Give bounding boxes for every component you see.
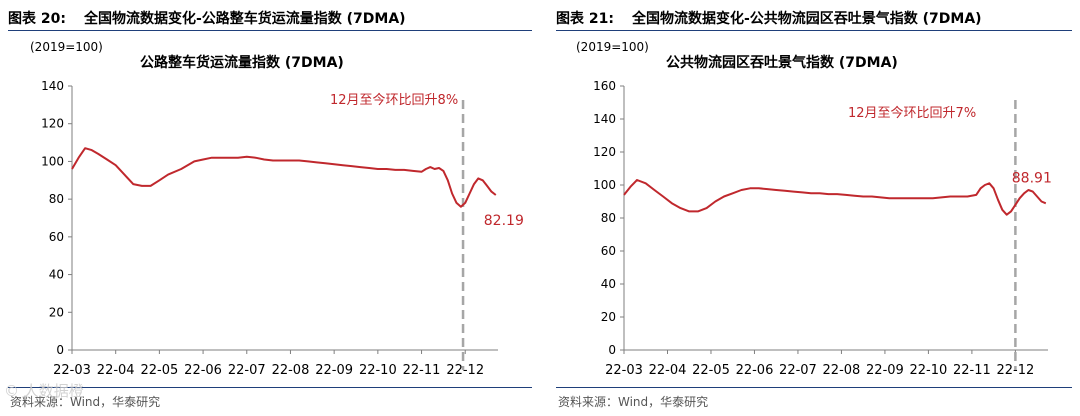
end-value-label: 82.19 [484, 213, 524, 229]
unit-label: (2019=100) [30, 40, 103, 54]
figure-title: 图表 20: 全国物流数据变化-公路整车货运流量指数 (7DMA) [8, 8, 424, 28]
figure-title-text: 全国物流数据变化-公共物流园区吞吐景气指数 (7DMA) [631, 11, 982, 27]
x-tick-label: 22-10 [910, 363, 948, 378]
figure-label: 图表 20: [8, 11, 66, 27]
x-tick-label: 22-06 [736, 363, 774, 378]
x-tick-label: 22-09 [315, 363, 353, 378]
title-divider [8, 30, 532, 31]
x-tick-label: 22-12 [996, 363, 1034, 378]
figure-title: 图表 21: 全国物流数据变化-公共物流园区吞吐景气指数 (7DMA) [556, 8, 1000, 28]
source-note: 资料来源：Wind，华泰研究 [10, 395, 161, 409]
y-tick-label: 40 [49, 268, 64, 282]
y-tick-label: 100 [41, 154, 64, 168]
y-tick-label: 20 [49, 305, 64, 319]
x-tick-label: 22-03 [53, 363, 91, 378]
chart-title: 公共物流园区吞吐景气指数 (7DMA) [666, 55, 898, 71]
chart-panel-right: 图表 21: 全国物流数据变化-公共物流园区吞吐景气指数 (7DMA) (2019… [548, 0, 1080, 416]
x-tick-label: 22-03 [605, 363, 643, 378]
x-tick-label: 22-09 [866, 363, 904, 378]
y-tick-label: 60 [601, 244, 616, 258]
line-chart-left: 0 20 40 60 80 100 120 140 22-03 22-04 22-05 22-06 22… [41, 79, 524, 378]
y-tick-label: 140 [593, 112, 616, 126]
series-line [623, 179, 1047, 216]
x-tick-label: 22-05 [692, 363, 730, 378]
x-tick-label: 22-08 [272, 363, 310, 378]
x-tick-label: 22-11 [403, 363, 441, 378]
x-tick-label: 22-11 [953, 363, 991, 378]
y-tick-label: 120 [593, 145, 616, 159]
x-tick-label: 22-05 [140, 363, 178, 378]
figure-title-text: 全国物流数据变化-公路整车货运流量指数 (7DMA) [83, 11, 406, 27]
footer-divider [8, 387, 532, 388]
x-tick-label: 22-06 [184, 363, 222, 378]
x-tick-label: 22-10 [359, 363, 397, 378]
end-value-label: 88.91 [1012, 170, 1052, 186]
footer-divider [556, 387, 1072, 388]
y-tick-label: 80 [49, 192, 64, 206]
title-divider [556, 30, 1072, 31]
y-tick-label: 100 [593, 178, 616, 192]
y-tick-label: 0 [56, 343, 64, 357]
y-tick-label: 0 [608, 343, 616, 357]
x-tick-label: 22-04 [649, 363, 687, 378]
figure-label: 图表 21: [556, 11, 614, 27]
x-tick-label: 22-07 [779, 363, 817, 378]
unit-label: (2019=100) [576, 40, 649, 54]
y-tick-label: 40 [601, 277, 616, 291]
y-tick-label: 60 [49, 230, 64, 244]
chart-title: 公路整车货运流量指数 (7DMA) [140, 55, 344, 71]
annotation-text: 12月至今环比回升7% [848, 105, 976, 121]
y-tick-label: 20 [601, 310, 616, 324]
x-tick-label: 22-04 [97, 363, 135, 378]
source-note: 资料来源：Wind，华泰研究 [558, 395, 709, 409]
series-line [71, 147, 497, 208]
chart-panel-left: 图表 20: 全国物流数据变化-公路整车货运流量指数 (7DMA) (2019=1… [4, 8, 532, 409]
x-tick-label: 22-12 [446, 363, 484, 378]
watermark: © 人数据橙 [4, 382, 84, 400]
y-tick-label: 120 [41, 117, 64, 131]
y-tick-label: 140 [41, 79, 64, 93]
x-tick-label: 22-08 [823, 363, 861, 378]
x-tick-label: 22-07 [228, 363, 266, 378]
line-chart-right: 0 20 40 60 80 100 120 140 160 22-03 22-04 22-05 22-0… [593, 79, 1052, 378]
annotation-text: 12月至今环比回升8% [330, 92, 458, 108]
y-tick-label: 160 [593, 79, 616, 93]
y-tick-label: 80 [601, 211, 616, 225]
